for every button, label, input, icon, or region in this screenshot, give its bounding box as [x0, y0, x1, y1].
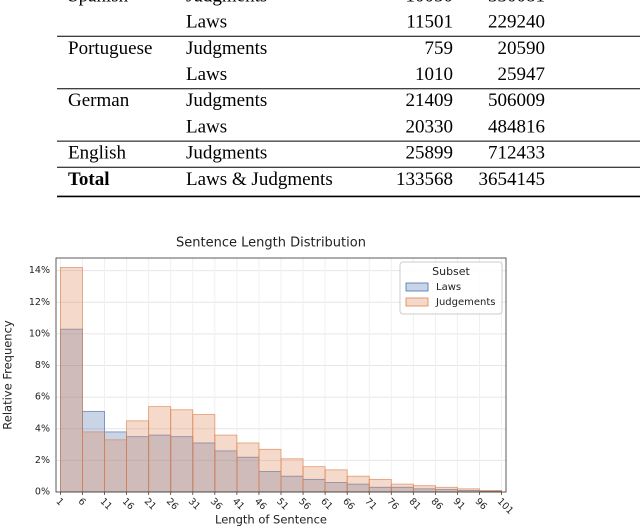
x-tick-label: 1	[54, 496, 66, 508]
histogram-bar	[214, 434, 238, 493]
y-tick-label: 4%	[35, 423, 50, 434]
x-tick-label: 31	[186, 496, 202, 512]
table-cell: 10050	[406, 0, 454, 6]
histogram-bar	[346, 475, 370, 493]
x-tick-label: 21	[142, 496, 158, 512]
y-tick-label: 12%	[29, 297, 50, 308]
table-cell: English	[68, 143, 127, 164]
table-cell: German	[68, 90, 130, 111]
chart-title: Sentence Length Distribution	[176, 236, 366, 251]
table-cell: Portuguese	[68, 38, 152, 59]
histogram-bar	[368, 478, 392, 493]
histogram-bar	[457, 488, 480, 493]
table-cell: Laws	[186, 116, 227, 137]
table-cell: 20590	[498, 38, 546, 59]
histogram-bar	[82, 431, 105, 493]
histogram-bar	[324, 469, 348, 493]
x-tick-label: 101	[495, 496, 516, 517]
histogram-bar	[280, 458, 304, 493]
x-tick-label: 46	[252, 496, 268, 512]
x-tick-label: 51	[274, 496, 290, 512]
x-tick-label: 81	[406, 496, 422, 512]
table-cell: Total	[68, 169, 110, 190]
plot-frame	[55, 257, 507, 493]
table-cell: 712433	[488, 143, 545, 164]
x-tick-label: 76	[384, 496, 400, 512]
x-tick-label: 16	[120, 496, 136, 512]
x-tick-label: 71	[362, 496, 378, 512]
legend-title: Subset	[432, 265, 470, 278]
y-tick-label: 6%	[35, 392, 50, 403]
table-cell: 229240	[488, 12, 545, 33]
table-cell: 759	[425, 38, 454, 59]
y-axis-label: Relative Frequency	[1, 320, 15, 430]
table-cell: 484816	[488, 116, 545, 137]
y-tick-label: 8%	[35, 360, 50, 371]
x-tick-label: 26	[164, 496, 180, 512]
legend-label: Laws	[436, 282, 461, 293]
histogram-bar	[435, 486, 458, 493]
table-cell: Laws	[186, 64, 227, 85]
table-cell: 11501	[406, 12, 453, 33]
table: Spanish Judgments 10050 330081 Laws 11501 2292…	[57, 0, 640, 198]
histogram-bar	[104, 439, 127, 493]
y-tick-label: 14%	[29, 265, 50, 276]
histogram-bar	[258, 448, 282, 493]
legend-label: Judgements	[435, 297, 496, 308]
table-cell: 3654145	[479, 169, 546, 190]
histogram-bar	[192, 414, 216, 493]
histogram-bar	[390, 483, 414, 493]
table-cell: Laws & Judgments	[186, 169, 333, 190]
x-tick-label: 36	[208, 496, 224, 512]
table-cell: 1010	[415, 64, 453, 85]
x-tick-label: 86	[429, 496, 445, 512]
y-tick-label: 0%	[35, 487, 50, 498]
table-cell: Laws	[186, 12, 227, 33]
x-tick-label: 61	[318, 496, 334, 512]
table-cell: Judgments	[186, 0, 267, 6]
table-cell: 25899	[406, 143, 454, 164]
x-tick-label: 6	[76, 496, 88, 508]
x-tick-label: 41	[230, 496, 246, 512]
x-tick-label: 91	[451, 496, 467, 512]
table-cell: 25947	[498, 64, 546, 85]
table-cell: 330081	[488, 0, 545, 6]
table-cell: Judgments	[186, 90, 267, 111]
histogram-bar	[170, 409, 194, 493]
table-cell: Judgments	[186, 38, 267, 59]
table-cell: 20330	[406, 116, 454, 137]
histogram-bar	[236, 442, 260, 493]
x-tick-label: 11	[98, 496, 114, 512]
table-cell: 133568	[396, 169, 453, 190]
x-tick-label: 66	[340, 496, 356, 512]
chart: Sentence Length Distribution Length of S…	[1, 236, 516, 527]
y-tick-label: 10%	[29, 328, 50, 339]
table-cell: Judgments	[186, 143, 267, 164]
x-tick-label: 56	[296, 496, 312, 512]
histogram-bar	[412, 485, 436, 493]
histogram-bar	[148, 406, 172, 493]
legend-swatch	[405, 282, 429, 292]
legend-swatch	[405, 297, 429, 307]
table-cell: 21409	[406, 90, 454, 111]
histogram-bar	[60, 267, 83, 493]
x-tick-label: 96	[473, 496, 489, 512]
table-cell: 506009	[488, 90, 545, 111]
x-axis-label: Length of Sentence	[215, 513, 327, 527]
legend-box	[399, 261, 503, 315]
histogram-bar	[126, 420, 150, 493]
y-tick-label: 2%	[35, 455, 50, 466]
histogram-bar	[302, 466, 326, 493]
table-cell: Spanish	[68, 0, 129, 6]
